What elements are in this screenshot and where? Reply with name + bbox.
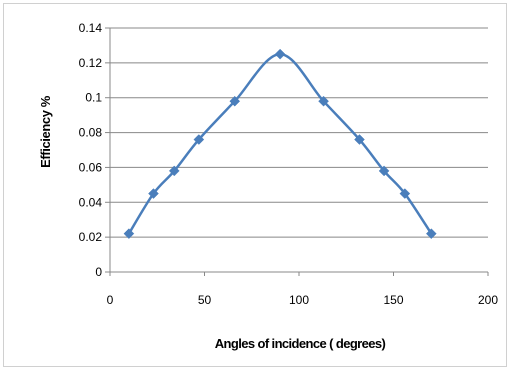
data-point-marker [274, 48, 286, 60]
y-tick-label: 0.02 [79, 230, 103, 244]
data-point-marker [378, 165, 390, 177]
data-point-marker [399, 188, 411, 199]
y-tick-label: 0.06 [79, 160, 103, 174]
y-axis-title: Efficiency % [38, 95, 53, 168]
y-tick-label: 0.12 [79, 56, 103, 70]
data-point-marker [318, 95, 329, 107]
x-tick-label: 100 [289, 293, 309, 307]
y-tick-label: 0 [95, 265, 102, 279]
y-tick-label: 0.14 [79, 21, 103, 35]
data-point-marker [425, 228, 437, 240]
x-tick-labels: 0 50 100 150 200 [107, 293, 499, 307]
series-curve [127, 52, 433, 235]
data-point-marker [168, 165, 180, 177]
axes [105, 27, 489, 276]
series-markers [123, 48, 437, 240]
x-tick-label: 200 [478, 293, 498, 307]
x-tick-label: 150 [383, 293, 403, 307]
data-point-marker [193, 134, 205, 145]
y-tick-label: 0.08 [79, 126, 103, 140]
chart-frame [3, 3, 507, 367]
x-tick-label: 0 [107, 293, 114, 307]
x-tick-label: 50 [198, 293, 212, 307]
data-point-marker [229, 95, 241, 107]
x-axis-title: Angles of incidence ( degrees) [215, 336, 386, 351]
y-tick-label: 0.04 [79, 195, 103, 209]
y-tick-labels: 0 0.02 0.04 0.06 0.08 0.1 0.12 0.14 [79, 21, 103, 279]
y-tick-label: 0.1 [85, 91, 102, 105]
data-point-marker [123, 228, 135, 240]
data-point-marker [148, 188, 159, 199]
data-point-marker [354, 134, 365, 145]
gridlines [110, 27, 488, 238]
